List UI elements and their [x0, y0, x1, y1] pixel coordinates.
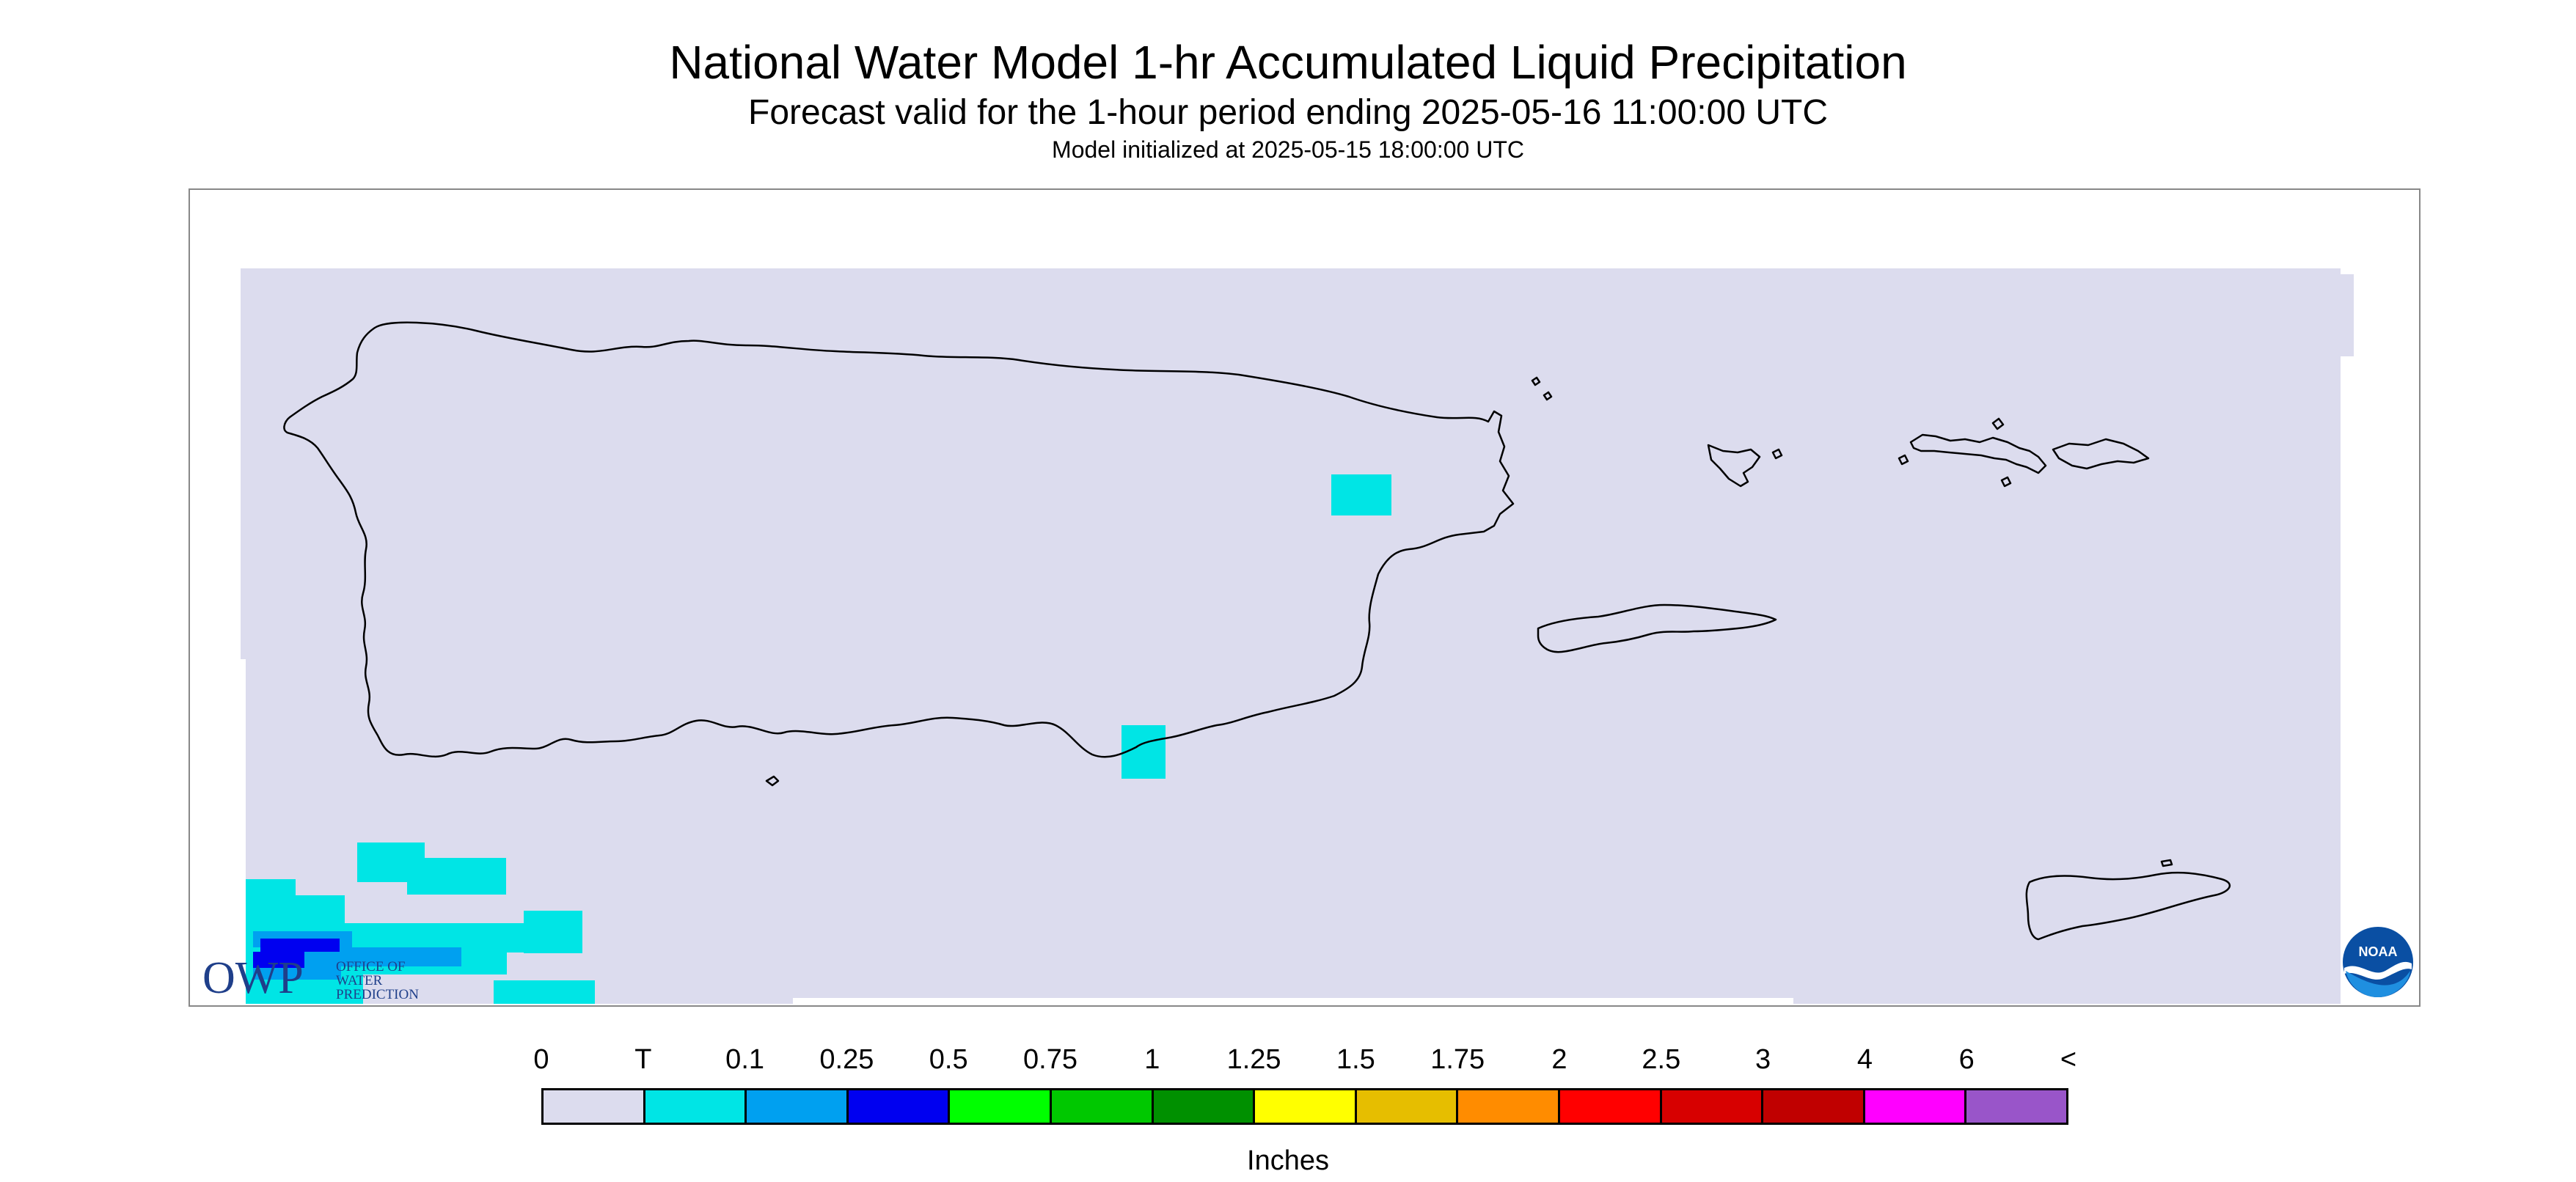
- legend-tick-label: T: [634, 1044, 652, 1075]
- precipitation-map: [241, 268, 2354, 1004]
- legend-tick-label: 2.5: [1642, 1044, 1681, 1075]
- noaa-logo-bottom: [2346, 971, 2410, 997]
- precip-cell: [260, 939, 340, 952]
- culebra-coast: [1707, 444, 1761, 488]
- cay-coast-5: [1898, 454, 1909, 466]
- precip-cells-blue: [253, 939, 340, 968]
- precip-cell: [1331, 474, 1391, 515]
- precip-cell: [253, 966, 341, 980]
- precip-cell: [1121, 725, 1166, 779]
- legend-tick-label: 0.5: [929, 1044, 968, 1075]
- legend-tick-label: 2: [1551, 1044, 1567, 1075]
- saint-croix-coast: [2025, 871, 2231, 941]
- colorbar: [541, 1088, 2068, 1125]
- legend-tick-label: 0.75: [1023, 1044, 1077, 1075]
- colorbar-swatch: [1051, 1090, 1154, 1123]
- colorbar-swatch: [1966, 1090, 2066, 1123]
- saint-thomas-coast: [1909, 433, 2047, 474]
- cay-coast-3: [1771, 448, 1783, 460]
- owp-logo-line2: WATER: [336, 973, 383, 988]
- noaa-logo: NOAA: [2341, 925, 2415, 999]
- owp-logo-line1: OFFICE OF: [336, 959, 406, 974]
- colorbar-swatch: [1661, 1090, 1764, 1123]
- colorbar-swatch: [1559, 1090, 1662, 1123]
- desecheo-coast: [765, 775, 780, 787]
- colorbar-swatch: [1458, 1090, 1560, 1123]
- precip-cell: [407, 858, 506, 895]
- legend-tick-label: 1.75: [1430, 1044, 1485, 1075]
- colorbar-swatch: [950, 1090, 1052, 1123]
- cay-coast-7: [2160, 859, 2173, 867]
- owp-logo-text: OWP: [202, 953, 304, 1002]
- legend-tick-label: 0.1: [725, 1044, 765, 1075]
- legend-tick-label: 6: [1958, 1044, 1975, 1075]
- noaa-logo-graphic: NOAA: [2343, 927, 2413, 997]
- colorbar-swatch: [1153, 1090, 1256, 1123]
- coastlines: [283, 321, 2231, 941]
- cay-coast-4: [1991, 417, 2005, 430]
- vieques-coast: [1537, 603, 1777, 653]
- legend-tick-label: <: [2060, 1044, 2077, 1075]
- map-panel: [189, 188, 2421, 1007]
- noaa-logo-text: NOAA: [2359, 944, 2398, 959]
- colorbar-swatch: [1356, 1090, 1459, 1123]
- cay-coast-1: [1531, 376, 1541, 386]
- precip-cell: [494, 980, 595, 1004]
- owp-logo-line3: PREDICTION: [336, 987, 419, 1002]
- noaa-logo-wave: [2344, 961, 2412, 980]
- saint-john-coast: [2052, 438, 2150, 470]
- model-init-time: Model initialized at 2025-05-15 18:00:00…: [1052, 136, 1524, 163]
- puerto-rico-coast: [283, 321, 1515, 758]
- legend-tick-label: 1: [1144, 1044, 1160, 1075]
- map-title: National Water Model 1-hr Accumulated Li…: [669, 36, 1907, 89]
- colorbar-swatch: [645, 1090, 747, 1123]
- cay-coast-6: [2000, 476, 2012, 488]
- legend-tick-label: 0.25: [819, 1044, 874, 1075]
- precip-cell: [253, 952, 304, 968]
- colorbar-swatch: [1763, 1090, 1865, 1123]
- legend-tick-label: 1.25: [1226, 1044, 1281, 1075]
- cay-coast-2: [1543, 391, 1553, 401]
- owp-logo-graphic: OWP OFFICE OF WATER PREDICTION: [202, 953, 419, 1003]
- model-domain: [241, 268, 2354, 1004]
- colorbar-swatch: [544, 1090, 645, 1123]
- owp-logo: OWP OFFICE OF WATER PREDICTION: [202, 953, 437, 1003]
- map-subtitle: Forecast valid for the 1-hour period end…: [748, 93, 1828, 132]
- colorbar-swatch: [848, 1090, 951, 1123]
- colorbar-swatch: [1865, 1090, 1967, 1123]
- legend-tick-label: 3: [1755, 1044, 1771, 1075]
- colorbar-swatch: [747, 1090, 849, 1123]
- legend-units-label: Inches: [1247, 1145, 1329, 1176]
- legend-tick-label: 0: [533, 1044, 549, 1075]
- legend-tick-label: 1.5: [1336, 1044, 1375, 1075]
- precip-cell: [246, 895, 345, 923]
- legend-tick-label: 4: [1856, 1044, 1873, 1075]
- colorbar-swatch: [1255, 1090, 1357, 1123]
